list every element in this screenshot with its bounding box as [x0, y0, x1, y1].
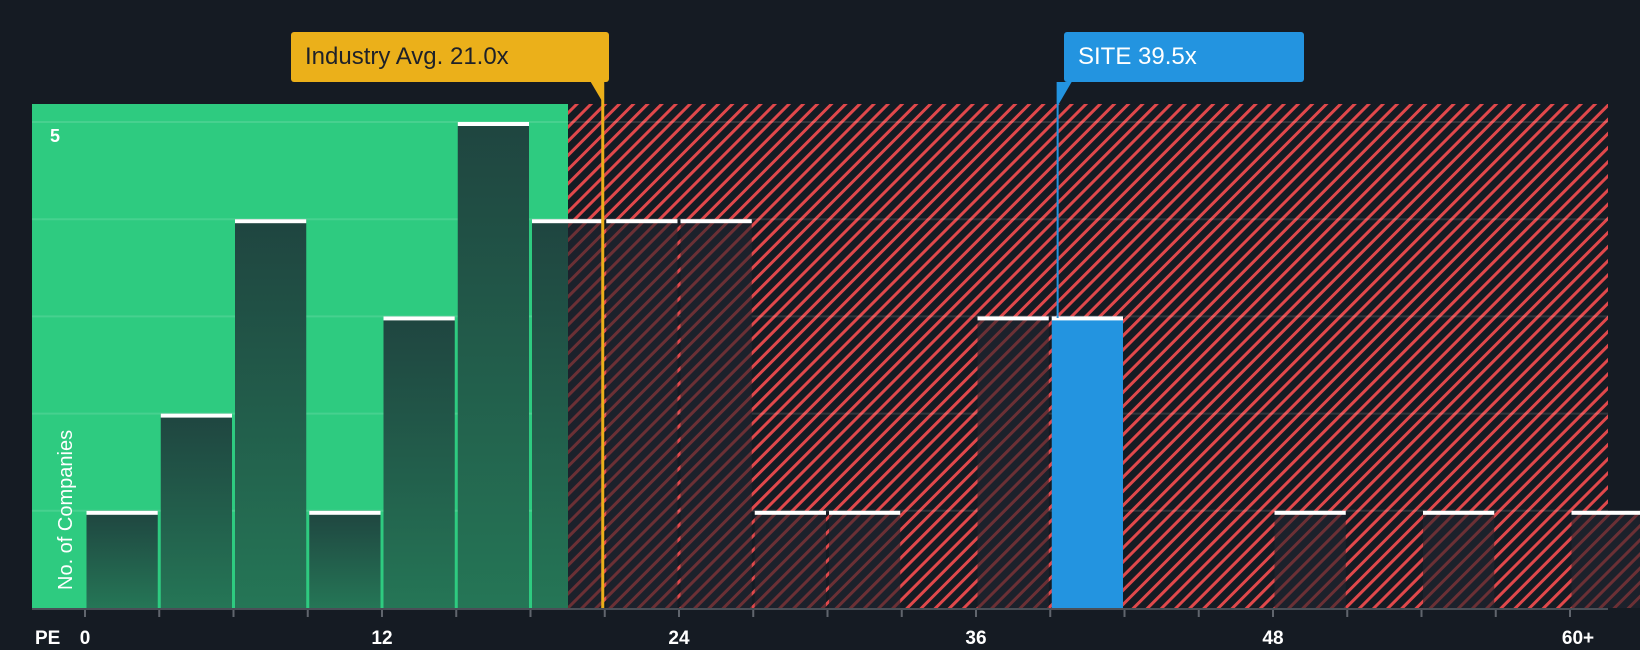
bar-cap: [160, 413, 232, 418]
x-tick-label: 36: [965, 628, 987, 649]
histogram-bar: [532, 219, 568, 608]
bar-cap: [977, 316, 1049, 321]
x-tick-label: 12: [371, 628, 393, 649]
bar-cap: [383, 316, 455, 321]
bar-cap: [754, 510, 826, 515]
histogram-bar: [1571, 510, 1640, 608]
bar-cap: [1274, 510, 1346, 515]
histogram-bar: [1274, 510, 1346, 608]
bar-cap: [532, 219, 604, 224]
histogram-bar: [680, 219, 752, 608]
y-axis-title: No. of Companies: [55, 429, 77, 590]
histogram-bar: [977, 316, 1049, 608]
histogram-bar: [1423, 510, 1495, 608]
industry-callout-pointer: [590, 82, 604, 104]
x-axis-title: PE: [35, 628, 61, 649]
bar-cap: [1051, 316, 1123, 321]
bar-cap: [86, 510, 158, 515]
x-tick-label: 60+: [1561, 628, 1595, 649]
histogram-bar: [383, 316, 455, 608]
bar-cap: [1571, 510, 1640, 515]
histogram-bar: [457, 122, 529, 608]
industry-average-callout: Industry Avg. 21.0x: [291, 32, 609, 82]
histogram-bar: [829, 510, 901, 608]
site-pe-callout: SITE 39.5x: [1064, 32, 1304, 82]
site-callout-pointer: [1057, 82, 1072, 106]
bar-cap: [1423, 510, 1495, 515]
histogram-bar: [568, 219, 604, 608]
x-tick-label: 24: [668, 628, 690, 649]
histogram-bar: [754, 510, 826, 608]
x-tick-label: 0: [79, 628, 91, 649]
bar-cap: [457, 122, 529, 126]
histogram-bar: [309, 510, 381, 608]
bar-cap: [829, 510, 901, 515]
histogram-bar: [86, 510, 158, 608]
bar-cap: [606, 219, 678, 224]
site-bar: [1051, 316, 1123, 608]
bar-cap: [235, 219, 307, 224]
plot-area: [32, 70, 1640, 617]
histogram-bar: [235, 219, 307, 608]
histogram-bar: [160, 413, 232, 608]
bar-cap: [309, 510, 381, 515]
bar-cap: [680, 219, 752, 224]
histogram-bar: [606, 219, 678, 608]
y-tick-5: 5: [50, 126, 61, 146]
x-tick-label: 48: [1262, 628, 1284, 649]
